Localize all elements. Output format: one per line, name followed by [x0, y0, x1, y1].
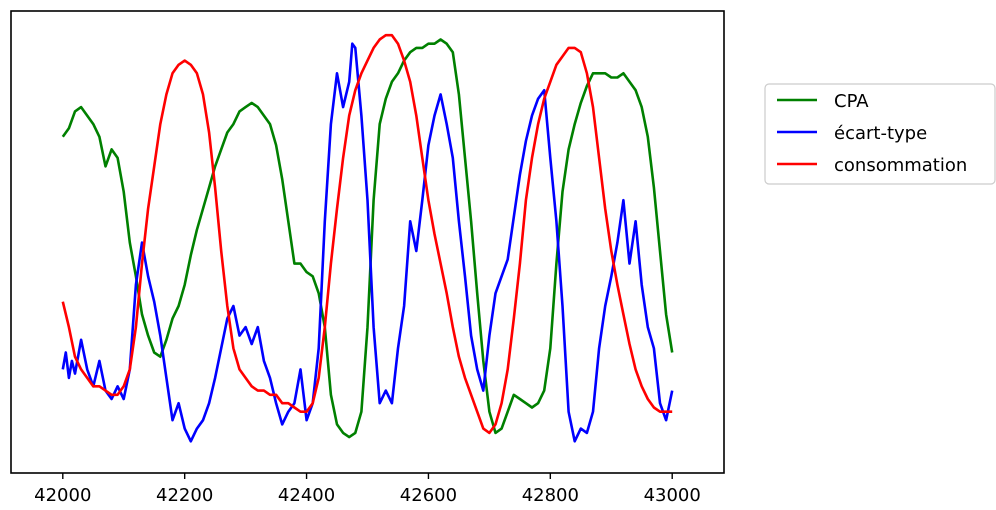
series-line-consommation — [61, 33, 673, 435]
x-axis-ticks: 42000 42200 42400 42600 42800 43000 — [34, 473, 701, 506]
x-tick-label: 43000 — [644, 485, 701, 506]
legend-label-consommation: consommation — [834, 155, 967, 176]
legend-box — [764, 83, 996, 185]
legend: CPA écart-type consommation — [764, 83, 996, 185]
x-tick-label: 42600 — [400, 485, 457, 506]
x-tick-label: 42400 — [278, 485, 335, 506]
series-layer — [61, 33, 674, 443]
legend-label-cpa: CPA — [834, 91, 869, 112]
x-tick-label: 42800 — [522, 485, 579, 506]
series-line-cpa — [61, 38, 674, 439]
legend-label-ecart-type: écart-type — [834, 123, 927, 144]
plot-frame — [10, 10, 725, 474]
x-tick-label: 42000 — [34, 485, 91, 506]
x-tick-label: 42200 — [156, 485, 213, 506]
